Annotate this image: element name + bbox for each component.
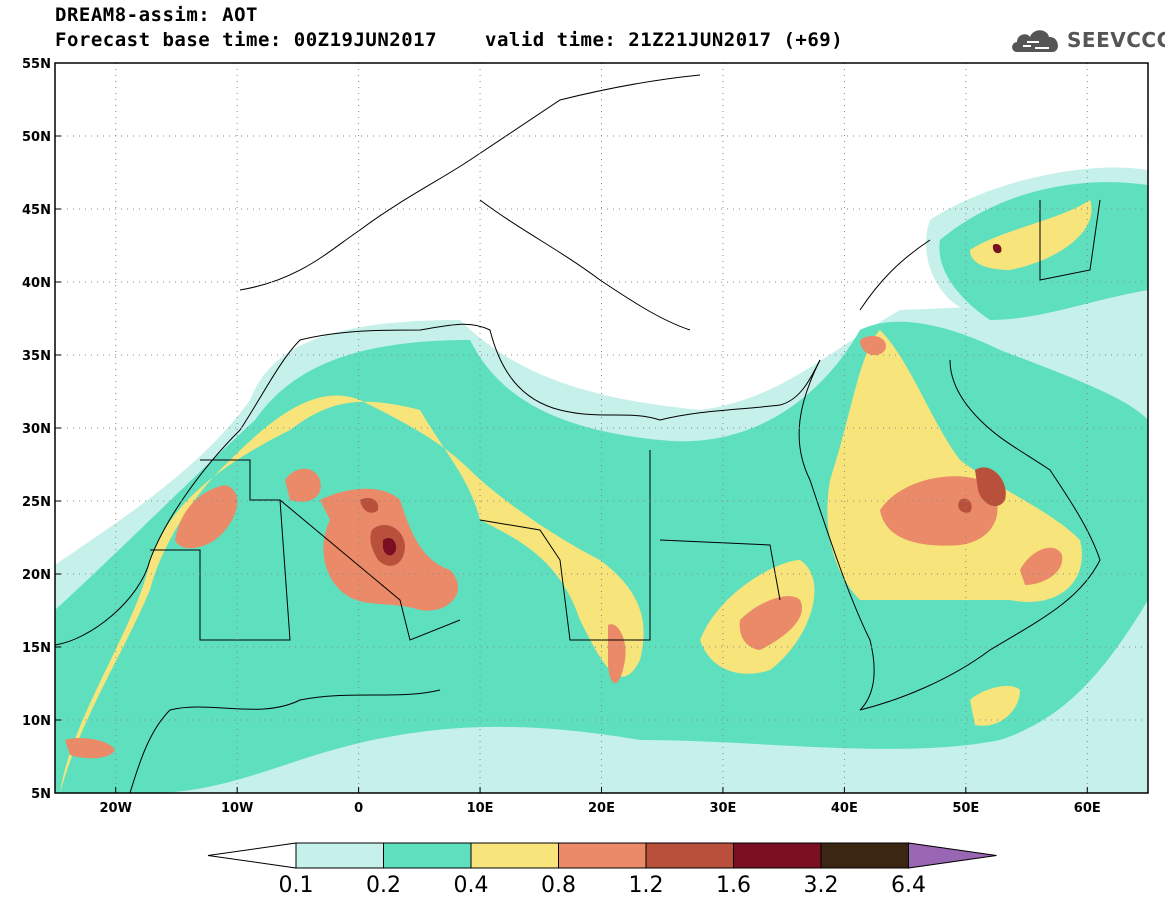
colorbar-swatch: [820, 842, 909, 869]
lon-label: 30E: [709, 801, 736, 816]
lat-label: 5N: [31, 787, 51, 802]
lon-label: 10E: [467, 801, 494, 816]
colorbar-label: 0.1: [278, 873, 314, 898]
colorbar-swatch: [470, 842, 559, 869]
aot-level-1-6: [383, 243, 1002, 556]
colorbar-label: 0.4: [453, 873, 489, 898]
lon-label: 0: [354, 801, 363, 816]
forecast-base-time: Forecast base time: 00Z19JUN2017: [55, 29, 438, 51]
lat-label: 55N: [22, 57, 51, 72]
lon-label: 40E: [831, 801, 858, 816]
lat-label: 50N: [22, 130, 51, 145]
lat-label: 25N: [22, 495, 51, 510]
lon-label: 20W: [100, 801, 132, 816]
latitude-labels: 55N 50N 45N 40N 35N 30N 25N 20N 15N 10N 5N: [22, 57, 61, 802]
colorbar-swatch: [558, 842, 647, 869]
lat-label: 20N: [22, 568, 51, 583]
chart-title: DREAM8-assim: AOT: [55, 4, 258, 26]
lat-label: 40N: [22, 276, 51, 291]
colorbar-label: 3.2: [803, 873, 839, 898]
lat-label: 35N: [22, 349, 51, 364]
colorbar-label: 0.8: [541, 873, 576, 898]
seevccc-logo: SEEVCCC: [1009, 22, 1165, 58]
aot-field: [55, 63, 1148, 793]
colorbar-swatch: [645, 842, 734, 869]
colorbar-swatch: [295, 842, 384, 869]
lon-label: 20E: [588, 801, 615, 816]
graticule: [55, 63, 1148, 793]
colorbar-label: 1.2: [628, 873, 664, 898]
lon-label: 50E: [952, 801, 979, 816]
lat-label: 10N: [22, 714, 51, 729]
colorbar-low-arrow: [207, 842, 297, 869]
colorbar-label: 6.4: [891, 873, 926, 898]
lat-label: 30N: [22, 422, 51, 437]
colorbar: [207, 842, 997, 869]
aot-level-0-4: [60, 200, 1092, 793]
lat-label: 45N: [22, 203, 51, 218]
cloud-icon: [1012, 30, 1058, 52]
lat-label: 15N: [22, 641, 51, 656]
colorbar-label: 0.2: [366, 873, 401, 898]
colorbar-label: 1.6: [716, 873, 751, 898]
lon-label: 10W: [221, 801, 253, 816]
valid-time: valid time: 21Z21JUN2017 (+69): [485, 29, 844, 51]
colorbar-swatch: [733, 842, 822, 869]
coastlines: [55, 74, 1101, 793]
lon-label: 60E: [1074, 801, 1101, 816]
colorbar-swatch: [383, 842, 472, 869]
longitude-labels: 20W 10W 0 10E 20E 30E 40E 50E 60E: [100, 787, 1101, 816]
colorbar-high-arrow: [908, 842, 997, 869]
